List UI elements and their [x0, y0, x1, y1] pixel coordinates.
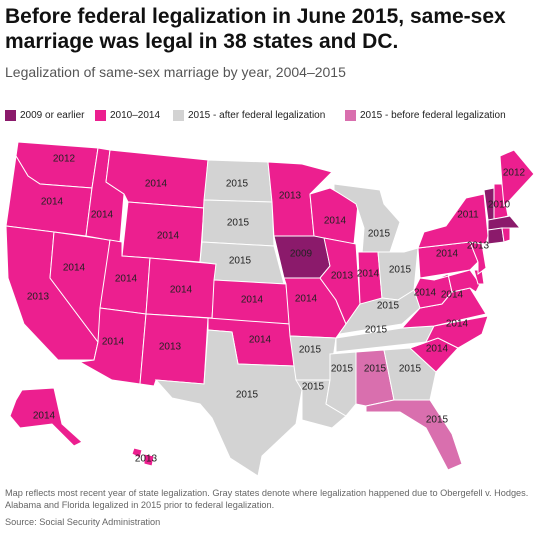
label-la: 2015 [302, 382, 325, 393]
label-mi: 2015 [368, 229, 391, 240]
legend-swatch [5, 110, 16, 121]
state-tx [154, 329, 303, 477]
state-hi [131, 447, 155, 467]
legend: 2009 or earlier 2010–2014 2015 - after f… [5, 110, 535, 124]
label-sd: 2015 [227, 218, 250, 229]
label-il: 2013 [331, 271, 354, 282]
label-wy: 2014 [157, 231, 180, 242]
label-ok: 2014 [249, 335, 272, 346]
state-ar [289, 335, 337, 381]
label-ky: 2015 [377, 301, 400, 312]
legend-swatch [95, 110, 106, 121]
state-ny [417, 193, 489, 249]
label-id: 2014 [91, 210, 114, 221]
legend-label: 2015 - after federal legalization [188, 110, 326, 121]
label-wv: 2014 [414, 288, 437, 299]
label-ak: 2014 [33, 411, 56, 422]
label-me: 2012 [503, 168, 526, 179]
legend-item-2015-before: 2015 - before federal legalization [345, 110, 506, 121]
state-ga [383, 347, 437, 401]
label-tx: 2015 [236, 390, 259, 401]
chart-subtitle: Legalization of same-sex marriage by yea… [5, 64, 346, 80]
label-mn: 2013 [279, 191, 302, 202]
label-al: 2015 [364, 364, 387, 375]
label-nv: 2014 [63, 263, 86, 274]
legend-swatch [173, 110, 184, 121]
label-ga: 2015 [399, 364, 422, 375]
label-co: 2014 [170, 285, 193, 296]
state-il [319, 237, 361, 326]
state-ct [487, 227, 505, 245]
label-tn: 2015 [365, 325, 388, 336]
label-ia: 2009 [290, 249, 313, 260]
map-note: Map reflects most recent year of state l… [5, 488, 529, 510]
state-me [499, 149, 535, 208]
label-az: 2014 [102, 337, 125, 348]
label-ny: 2011 [457, 210, 479, 221]
label-ms: 2015 [331, 364, 354, 375]
legend-item-2015-after: 2015 - after federal legalization [173, 110, 325, 121]
label-oh: 2015 [389, 265, 412, 276]
state-fl [365, 399, 463, 471]
state-md [433, 269, 481, 293]
legend-label: 2009 or earlier [20, 110, 85, 121]
legend-label: 2010–2014 [110, 110, 161, 121]
label-va: 2014 [441, 290, 464, 301]
label-nh: 2010 [488, 200, 511, 211]
state-ky [335, 289, 421, 339]
state-ma [487, 215, 522, 231]
label-fl: 2015 [426, 415, 449, 426]
label-or: 2014 [41, 197, 64, 208]
label-wi: 2014 [324, 216, 347, 227]
legend-item-2009: 2009 or earlier [5, 110, 84, 121]
label-wa: 2012 [53, 154, 76, 165]
label-ut: 2014 [115, 274, 138, 285]
chart-title: Before federal legalization in June 2015… [5, 5, 506, 53]
label-pa: 2014 [436, 249, 459, 260]
label-sc: 2014 [426, 344, 449, 355]
legend-swatch [345, 110, 356, 121]
label-ks: 2014 [241, 295, 264, 306]
label-nm: 2013 [159, 342, 182, 353]
state-ri [501, 227, 511, 243]
us-map: 2012 2014 2013 2014 2014 2014 2014 2014 … [0, 128, 540, 483]
source-line: Source: Social Security Administration [5, 517, 161, 527]
state-ak [9, 387, 83, 447]
label-nj: 2013 [467, 241, 490, 252]
label-ar: 2015 [299, 345, 322, 356]
legend-label: 2015 - before federal legalization [360, 110, 506, 121]
label-hi: 2013 [135, 454, 158, 465]
label-ne: 2015 [229, 256, 252, 267]
state-ms [325, 351, 357, 417]
label-ca: 2013 [27, 292, 50, 303]
legend-item-2010-2014: 2010–2014 [95, 110, 160, 121]
label-mt: 2014 [145, 179, 168, 190]
label-mo: 2014 [295, 294, 318, 305]
label-in: 2014 [357, 269, 380, 280]
label-nc: 2014 [446, 319, 469, 330]
label-nd: 2015 [226, 179, 249, 190]
